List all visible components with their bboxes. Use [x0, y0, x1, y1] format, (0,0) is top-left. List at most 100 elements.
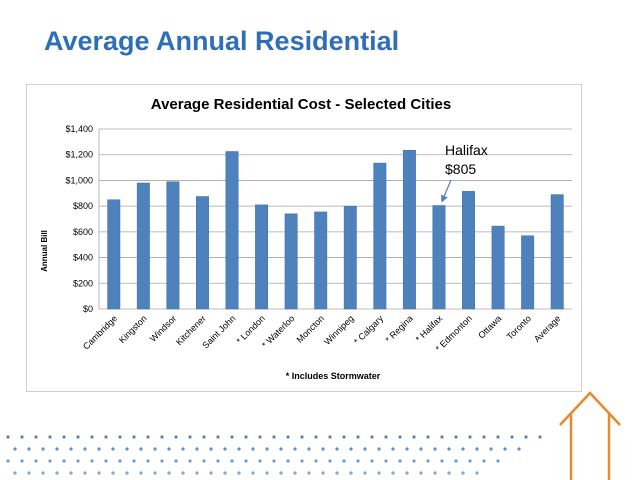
- pattern-dot: [356, 459, 360, 463]
- pattern-dot: [146, 459, 150, 463]
- y-tick-label: $1,400: [65, 124, 93, 134]
- pattern-dot: [27, 447, 31, 451]
- pattern-dot: [461, 447, 465, 451]
- pattern-dot: [279, 471, 283, 475]
- pattern-dot: [510, 435, 514, 439]
- pattern-dot: [139, 471, 143, 475]
- y-axis-label: Annual Bill: [40, 230, 49, 272]
- pattern-dot: [55, 471, 59, 475]
- y-tick-label: $1,200: [65, 150, 93, 160]
- pattern-dot: [104, 459, 108, 463]
- pattern-dot: [342, 459, 346, 463]
- bars: [107, 149, 564, 310]
- bar-windsor: [166, 181, 180, 310]
- pattern-dot: [370, 459, 374, 463]
- pattern-dot: [293, 471, 297, 475]
- pattern-dot: [251, 447, 255, 451]
- pattern-dot: [293, 447, 297, 451]
- pattern-dot: [132, 435, 136, 439]
- pattern-dot: [475, 471, 479, 475]
- pattern-dot: [27, 471, 31, 475]
- pattern-dot: [412, 459, 416, 463]
- bar-london: [255, 204, 269, 310]
- pattern-dot: [419, 471, 423, 475]
- y-tick-label: $1,000: [65, 175, 93, 185]
- pattern-dot: [41, 471, 45, 475]
- pattern-dot: [132, 459, 136, 463]
- y-tick-label: $800: [73, 201, 93, 211]
- pattern-dot: [384, 435, 388, 439]
- pattern-dot: [20, 435, 24, 439]
- pattern-dot: [223, 447, 227, 451]
- pattern-dot: [258, 459, 262, 463]
- pattern-dot: [125, 447, 129, 451]
- pattern-dot: [314, 435, 318, 439]
- pattern-dot: [496, 435, 500, 439]
- pattern-dot: [6, 459, 10, 463]
- pattern-dot: [489, 447, 493, 451]
- pattern-dot: [468, 435, 472, 439]
- pattern-dot: [391, 447, 395, 451]
- pattern-dot: [153, 447, 157, 451]
- pattern-dot: [265, 447, 269, 451]
- pattern-dot: [307, 471, 311, 475]
- pattern-dot: [230, 459, 234, 463]
- pattern-dot: [90, 435, 94, 439]
- pattern-dot: [419, 447, 423, 451]
- pattern-dot: [209, 471, 213, 475]
- pattern-dot: [377, 447, 381, 451]
- pattern-dot: [174, 459, 178, 463]
- pattern-dot: [328, 435, 332, 439]
- pattern-dot: [412, 435, 416, 439]
- pattern-dot: [244, 459, 248, 463]
- pattern-dot: [48, 459, 52, 463]
- y-tick-label: $600: [73, 227, 93, 237]
- chart-title: Average Residential Cost - Selected Citi…: [151, 96, 451, 113]
- pattern-dot: [440, 435, 444, 439]
- pattern-dot: [104, 435, 108, 439]
- pattern-dot: [188, 459, 192, 463]
- chart-footnote: * Includes Stormwater: [286, 371, 381, 381]
- bar-moncton: [314, 211, 328, 310]
- pattern-dot: [286, 459, 290, 463]
- y-tick-label: $0: [83, 304, 93, 314]
- pattern-dot: [76, 435, 80, 439]
- pattern-dot: [251, 471, 255, 475]
- pattern-dot: [202, 435, 206, 439]
- y-tick-label: $400: [73, 253, 93, 263]
- bar-halifax: [432, 205, 446, 310]
- pattern-dot: [69, 447, 73, 451]
- pattern-dot: [398, 435, 402, 439]
- pattern-dot: [160, 459, 164, 463]
- pattern-dot: [475, 447, 479, 451]
- pattern-dot: [188, 435, 192, 439]
- pattern-dot: [363, 471, 367, 475]
- pattern-dot: [244, 435, 248, 439]
- pattern-dot: [48, 435, 52, 439]
- pattern-dot: [153, 471, 157, 475]
- pattern-dot: [167, 447, 171, 451]
- pattern-dot: [426, 435, 430, 439]
- pattern-dot: [482, 459, 486, 463]
- pattern-dot: [20, 459, 24, 463]
- annotation-label-value: $805: [445, 161, 476, 177]
- pattern-dot: [405, 447, 409, 451]
- pattern-dot: [258, 435, 262, 439]
- bar-regina: [402, 149, 416, 310]
- pattern-dot: [13, 447, 17, 451]
- pattern-dot: [237, 447, 241, 451]
- slide-title: Average Annual Residential: [44, 26, 400, 56]
- pattern-dot: [461, 471, 465, 475]
- pattern-dot: [482, 435, 486, 439]
- pattern-dot: [454, 435, 458, 439]
- pattern-dot: [279, 447, 283, 451]
- bar-cambridge: [107, 199, 121, 310]
- pattern-dot: [314, 459, 318, 463]
- pattern-dot: [209, 447, 213, 451]
- bar-calgary: [373, 162, 387, 310]
- pattern-dot: [223, 471, 227, 475]
- pattern-dot: [55, 447, 59, 451]
- pattern-dot: [167, 471, 171, 475]
- pattern-dot: [286, 435, 290, 439]
